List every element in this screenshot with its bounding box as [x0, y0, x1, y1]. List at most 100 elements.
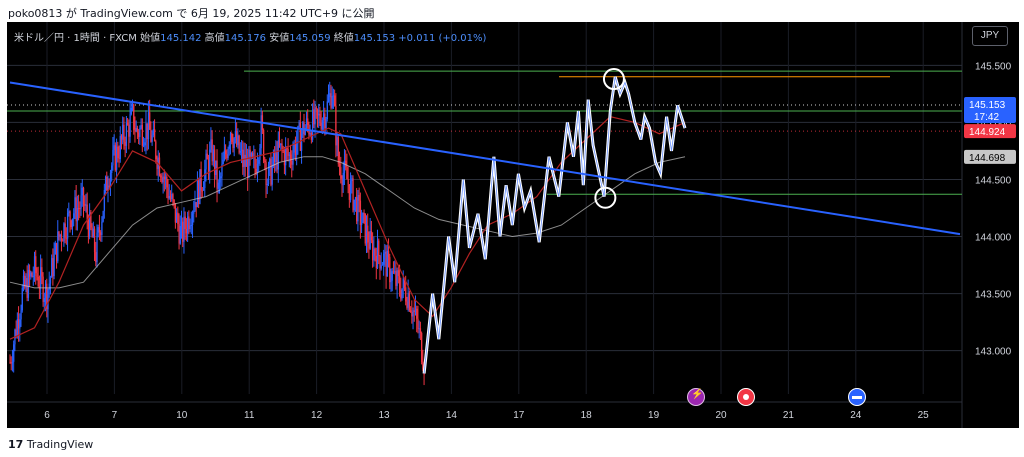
candle-body: [171, 194, 173, 199]
candle-body: [245, 157, 248, 167]
candle-body: [259, 148, 261, 160]
moving-average-fast: [9, 116, 686, 340]
candle-body: [243, 154, 245, 167]
candle-body: [78, 208, 80, 210]
candle-body: [212, 149, 215, 162]
candle-body: [191, 213, 194, 225]
candle-body: [75, 197, 77, 222]
candle-body: [136, 127, 139, 133]
candle-body: [234, 130, 237, 139]
candle-body: [337, 137, 340, 164]
candle-body: [53, 254, 55, 277]
candle-body: [406, 301, 408, 308]
japan-flag-event-icon[interactable]: [737, 388, 755, 406]
highlight-circle-marker: [602, 68, 625, 91]
candle-body: [255, 168, 257, 174]
candle-body: [17, 319, 20, 329]
candle-body: [149, 112, 151, 130]
candle-body: [58, 231, 60, 237]
candle-body: [145, 123, 147, 143]
candle-body: [414, 308, 417, 313]
candle-body: [84, 204, 86, 206]
candle-body: [162, 176, 164, 183]
candle-body: [199, 169, 201, 204]
candle-body: [304, 127, 306, 135]
candle-body: [258, 159, 260, 164]
candle-body: [375, 255, 377, 269]
candle-body: [362, 212, 364, 223]
candle-body: [311, 109, 314, 140]
candle-body: [358, 194, 360, 201]
candle-body: [278, 140, 281, 146]
candle-body: [112, 149, 114, 166]
candle-body: [96, 232, 98, 263]
candle-body: [391, 271, 393, 281]
candle-body: [51, 258, 53, 278]
candle-body: [201, 190, 204, 192]
currency-button[interactable]: JPY: [972, 26, 1008, 46]
candle-body: [302, 122, 304, 134]
price-chart[interactable]: 145.500 145.000 144.500 144.000 143.500 143.0…: [7, 22, 1019, 428]
candle-body: [247, 157, 249, 178]
candle-body: [113, 145, 115, 150]
candle-body: [298, 122, 300, 127]
candle-body: [272, 151, 275, 166]
candle-body: [370, 231, 373, 241]
candle-body: [240, 149, 243, 152]
candle-body: [223, 150, 226, 160]
candle-body: [347, 179, 349, 185]
candle-body: [54, 243, 57, 255]
candle-body: [373, 248, 375, 261]
candle-body: [37, 276, 39, 287]
candle-body: [384, 251, 386, 254]
candle-body: [267, 164, 270, 185]
candle-body: [64, 223, 66, 238]
price-axis-label: 144.924: [969, 127, 1006, 138]
candle-body: [97, 227, 99, 233]
legend-high: 145.176: [224, 33, 267, 44]
candle-body: [239, 151, 242, 153]
candle-body: [104, 176, 107, 191]
candle-body: [204, 169, 206, 188]
candle-body: [66, 212, 69, 239]
candle-body: [417, 318, 419, 329]
candle-body: [309, 133, 311, 135]
candle-body: [164, 176, 167, 180]
candle-body: [213, 149, 216, 175]
candle-body: [236, 130, 238, 146]
candle-body: [381, 264, 384, 266]
candle-body: [36, 273, 38, 277]
candle-body: [139, 128, 141, 137]
candle-body: [354, 197, 357, 200]
candle-body: [394, 271, 396, 273]
candle-body: [418, 328, 420, 330]
candle-body: [262, 129, 265, 161]
candle-body: [15, 329, 17, 337]
candle-body: [232, 141, 234, 148]
us-flag-event-icon[interactable]: [848, 388, 866, 406]
x-tick-label: 17: [513, 410, 525, 421]
candle-body: [62, 240, 64, 242]
candle-body: [413, 310, 415, 313]
candle-body: [215, 160, 217, 175]
candle-body: [40, 267, 42, 288]
candle-body: [177, 212, 179, 225]
candle-body: [200, 169, 202, 191]
candle-body: [378, 240, 380, 256]
candle-body: [188, 216, 190, 230]
tradingview-logo-icon: 17: [8, 438, 24, 451]
candle-body: [92, 228, 95, 238]
candle-body: [331, 95, 333, 108]
chart-panel[interactable]: 145.500 145.000 144.500 144.000 143.500 143.0…: [7, 22, 1019, 428]
candle-body: [47, 289, 49, 310]
candle-body: [383, 253, 385, 265]
legend-low: 145.059: [289, 33, 331, 44]
candle-body: [160, 175, 162, 178]
candle-body: [33, 256, 36, 276]
lightning-event-icon[interactable]: [687, 388, 705, 406]
candle-body: [367, 225, 369, 243]
candle-body: [326, 101, 328, 120]
candle-body: [190, 224, 193, 226]
x-tick-label: 11: [244, 410, 255, 421]
candle-body: [338, 163, 341, 168]
